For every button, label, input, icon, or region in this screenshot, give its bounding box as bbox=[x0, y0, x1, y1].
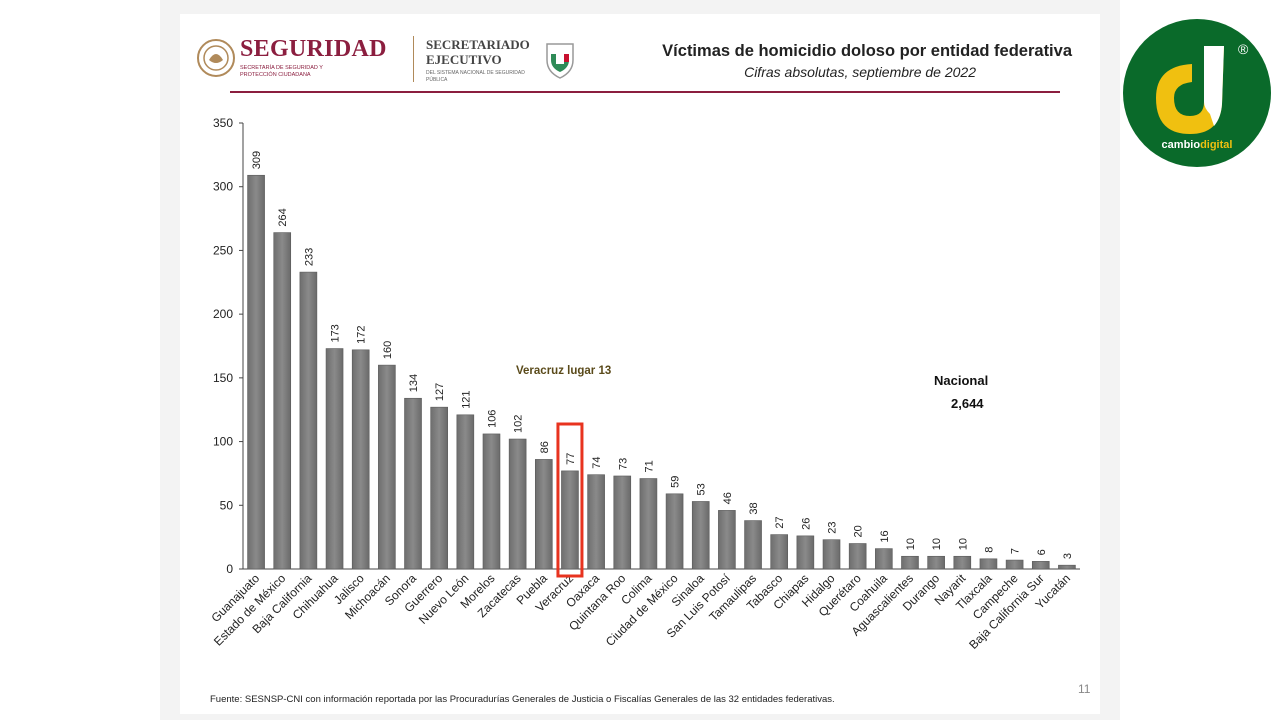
y-tick-label: 350 bbox=[213, 116, 233, 130]
header-divider bbox=[413, 36, 414, 82]
bar-value-label-22: 23 bbox=[827, 521, 839, 533]
bar-21 bbox=[796, 535, 815, 570]
bar-value-label-18: 46 bbox=[722, 492, 734, 504]
brand-name-b: digital bbox=[1200, 139, 1232, 151]
bar-23 bbox=[848, 543, 867, 570]
bar-value-label-7: 127 bbox=[434, 383, 446, 401]
bar-value-label-28: 8 bbox=[983, 547, 995, 553]
bar-26 bbox=[927, 555, 945, 570]
cambiodigital-logo: cambiodigital ® bbox=[1123, 19, 1271, 167]
bar-25 bbox=[901, 555, 919, 570]
bar-19 bbox=[744, 520, 762, 570]
bar-10 bbox=[508, 438, 527, 570]
national-total-label: Nacional bbox=[934, 373, 988, 388]
bar-6 bbox=[404, 397, 422, 570]
bar-12 bbox=[561, 470, 579, 570]
bar-27 bbox=[953, 555, 972, 570]
registered-mark: ® bbox=[1238, 41, 1249, 57]
y-tick-label: 100 bbox=[213, 435, 233, 449]
bar-value-label-30: 6 bbox=[1036, 549, 1048, 555]
bar-15 bbox=[639, 478, 658, 570]
bar-value-label-15: 71 bbox=[643, 460, 655, 472]
bar-2 bbox=[299, 271, 318, 570]
brand-name: cambiodigital bbox=[1162, 139, 1233, 151]
bar-value-label-19: 38 bbox=[748, 502, 760, 514]
bar-value-label-6: 134 bbox=[408, 374, 420, 392]
bar-0 bbox=[247, 174, 265, 570]
bar-value-label-1: 264 bbox=[277, 208, 289, 226]
bar-value-label-2: 233 bbox=[303, 248, 315, 266]
secretariado-line-2: EJECUTIVO bbox=[426, 52, 502, 67]
y-tick-label: 200 bbox=[213, 307, 233, 321]
bar-1 bbox=[273, 232, 292, 570]
bar-11 bbox=[534, 459, 553, 570]
y-tick-label: 0 bbox=[226, 562, 233, 576]
seguridad-subtitle: SECRETARÍA DE SEGURIDAD Y PROTECCIÓN CIU… bbox=[240, 65, 323, 78]
bar-17 bbox=[691, 501, 710, 570]
bar-28 bbox=[979, 558, 998, 570]
bar-value-label-25: 10 bbox=[905, 538, 917, 550]
bar-24 bbox=[875, 548, 893, 570]
bar-16 bbox=[665, 493, 684, 570]
bar-value-label-24: 16 bbox=[879, 530, 891, 542]
bar-value-label-0: 309 bbox=[251, 151, 263, 169]
bar-value-label-21: 26 bbox=[800, 518, 812, 530]
bar-8 bbox=[456, 414, 475, 570]
national-total-value: 2,644 bbox=[951, 396, 984, 411]
bar-value-label-23: 20 bbox=[853, 525, 865, 537]
source-note: Fuente: SESNSP-CNI con información repor… bbox=[210, 694, 835, 705]
bar-3 bbox=[325, 348, 344, 570]
bar-value-label-5: 160 bbox=[382, 341, 394, 359]
bar-value-label-9: 106 bbox=[486, 410, 498, 428]
bar-value-label-10: 102 bbox=[513, 415, 525, 433]
y-tick-label: 150 bbox=[213, 371, 233, 385]
bar-value-label-16: 59 bbox=[670, 476, 682, 488]
secretariado-line-1: SECRETARIADO bbox=[426, 37, 530, 52]
bar-13 bbox=[587, 474, 605, 570]
bar-value-label-27: 10 bbox=[957, 538, 969, 550]
header-rule bbox=[230, 91, 1060, 93]
bar-value-label-26: 10 bbox=[931, 538, 943, 550]
bar-30 bbox=[1031, 561, 1050, 570]
bar-value-label-14: 73 bbox=[617, 458, 629, 470]
bar-value-label-11: 86 bbox=[539, 441, 551, 453]
bar-7 bbox=[430, 406, 448, 570]
bar-value-label-8: 121 bbox=[460, 390, 472, 408]
bar-4 bbox=[351, 349, 370, 570]
bar-value-label-31: 3 bbox=[1062, 553, 1074, 559]
y-tick-label: 50 bbox=[220, 498, 234, 512]
bar-value-label-17: 53 bbox=[696, 483, 708, 495]
bar-value-label-13: 74 bbox=[591, 456, 603, 468]
bar-value-label-3: 173 bbox=[330, 324, 342, 342]
sesnsp-shield-icon bbox=[546, 43, 574, 79]
mexico-seal-icon bbox=[197, 39, 235, 77]
bar-value-label-20: 27 bbox=[774, 516, 786, 528]
bar-9 bbox=[482, 433, 501, 570]
chart-title: Víctimas de homicidio doloso por entidad… bbox=[662, 42, 1072, 60]
bar-18 bbox=[718, 510, 736, 570]
bar-value-label-4: 172 bbox=[356, 325, 368, 343]
bar-20 bbox=[770, 534, 789, 570]
secretariado-subtitle: DEL SISTEMA NACIONAL DE SEGURIDAD PÚBLIC… bbox=[426, 70, 525, 83]
bar-5 bbox=[378, 364, 396, 570]
bar-value-label-29: 7 bbox=[1010, 548, 1022, 554]
secretariado-wordmark: SECRETARIADO EJECUTIVO bbox=[426, 37, 530, 67]
bar-31 bbox=[1058, 564, 1076, 570]
y-tick-label: 250 bbox=[213, 243, 233, 257]
slide-frame bbox=[160, 0, 1120, 720]
bar-22 bbox=[822, 539, 841, 570]
chart-subtitle: Cifras absolutas, septiembre de 2022 bbox=[744, 64, 976, 80]
brand-name-a: cambio bbox=[1162, 139, 1201, 151]
bar-29 bbox=[1005, 559, 1024, 570]
veracruz-highlight-box bbox=[556, 422, 584, 578]
page-number: 11 bbox=[1078, 682, 1091, 696]
y-tick-label: 300 bbox=[213, 180, 233, 194]
bar-value-label-12: 77 bbox=[565, 453, 577, 465]
bar-14 bbox=[613, 475, 632, 570]
seguridad-wordmark: SEGURIDAD bbox=[240, 36, 387, 62]
veracruz-rank-annotation: Veracruz lugar 13 bbox=[516, 365, 611, 377]
